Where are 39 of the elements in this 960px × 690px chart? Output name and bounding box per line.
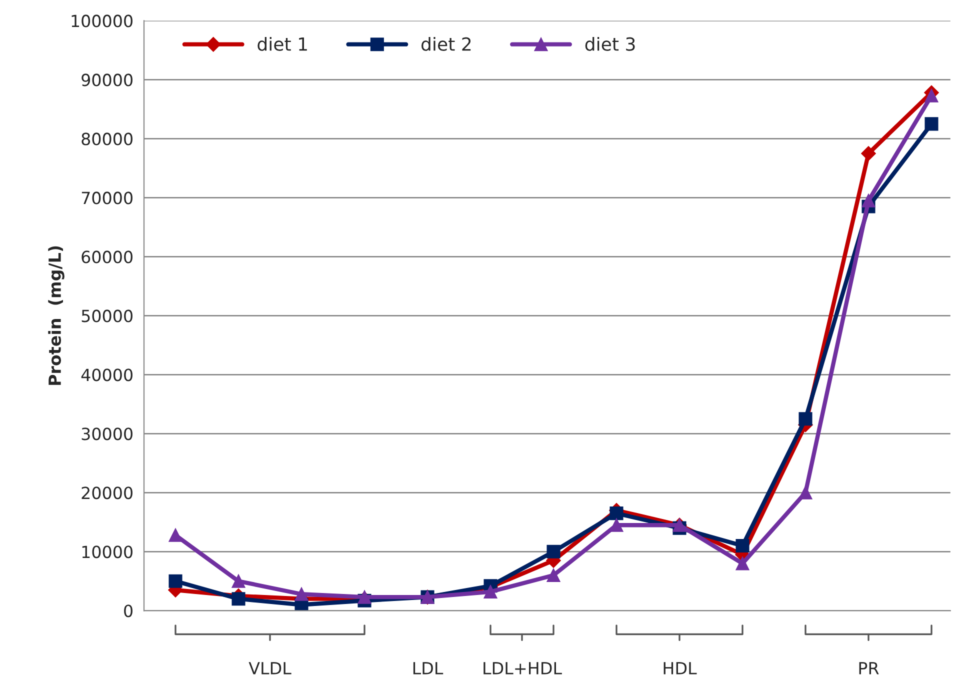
y-tick-label: 90000 bbox=[82, 74, 132, 86]
y-axis-title: Protein (mg/L) bbox=[48, 246, 64, 385]
legend-label: diet 3 bbox=[585, 36, 635, 51]
y-tick-label: 0 bbox=[124, 604, 132, 618]
point bbox=[484, 585, 498, 599]
text: PR bbox=[859, 662, 879, 674]
legend-label: diet 2 bbox=[421, 36, 471, 51]
point bbox=[358, 590, 372, 604]
point bbox=[168, 528, 182, 542]
point bbox=[294, 587, 308, 601]
point bbox=[798, 412, 812, 426]
point bbox=[924, 88, 938, 102]
y-tick-label: 20000 bbox=[82, 486, 132, 500]
point bbox=[798, 486, 812, 500]
point bbox=[610, 506, 624, 520]
text: LDL bbox=[413, 662, 444, 674]
point bbox=[861, 146, 876, 161]
text: VLDL bbox=[248, 662, 292, 674]
y-tick-label: 50000 bbox=[82, 310, 132, 322]
legend-label: diet 1 bbox=[258, 36, 307, 51]
point bbox=[736, 538, 750, 553]
point bbox=[232, 574, 246, 588]
text: LDL+HDL bbox=[484, 662, 562, 674]
text: HDL bbox=[664, 662, 697, 674]
y-tick-label: 80000 bbox=[82, 132, 132, 146]
y-tick-label: 70000 bbox=[82, 192, 132, 204]
point bbox=[610, 518, 624, 532]
point bbox=[232, 592, 246, 606]
point bbox=[546, 568, 560, 582]
point bbox=[862, 194, 876, 208]
y-tick-label: 60000 bbox=[82, 250, 132, 264]
y-tick-label: 30000 bbox=[82, 428, 132, 440]
y-tick-label: 40000 bbox=[81, 368, 132, 382]
point bbox=[168, 574, 182, 588]
y-tick-label: 10000 bbox=[82, 546, 132, 558]
y-tick-label: 100000 bbox=[72, 14, 132, 28]
point bbox=[546, 544, 560, 558]
point bbox=[924, 117, 938, 131]
point bbox=[736, 556, 750, 570]
